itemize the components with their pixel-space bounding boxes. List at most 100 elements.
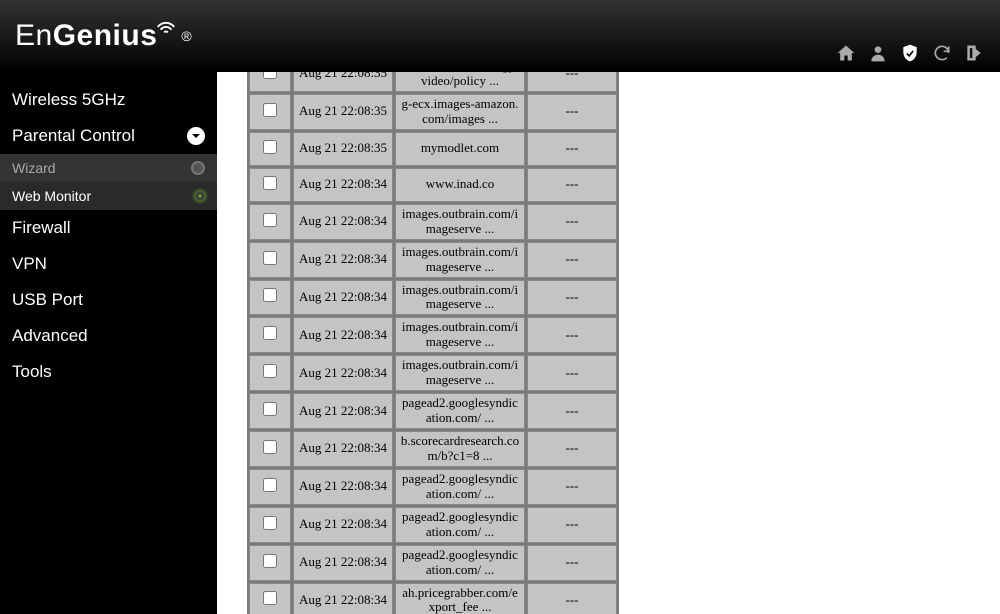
sidebar-item-wireless-5ghz[interactable]: Wireless 5GHz	[0, 82, 217, 118]
content-wrap: Aug 21 22:08:35 www.amazon.com/gp/video/p…	[217, 72, 1000, 614]
header-toolbar	[835, 42, 985, 64]
refresh-icon[interactable]	[931, 42, 953, 64]
row-url: b.scorecardresearch.com/b?c1=8 ...	[395, 431, 525, 467]
row-checkbox[interactable]	[263, 478, 277, 492]
row-time: Aug 21 22:08:35	[293, 132, 393, 166]
table-row: Aug 21 22:08:34b.scorecardresearch.com/b…	[249, 431, 617, 467]
row-time: Aug 21 22:08:34	[293, 583, 393, 614]
sidebar-item-tools[interactable]: Tools	[0, 354, 217, 390]
table-row: Aug 21 22:08:34images.outbrain.com/image…	[249, 355, 617, 391]
row-extra: ---	[527, 507, 617, 543]
row-extra: ---	[527, 317, 617, 353]
row-extra: ---	[527, 204, 617, 240]
row-checkbox[interactable]	[263, 364, 277, 378]
row-checkbox-cell	[249, 469, 291, 505]
row-checkbox[interactable]	[263, 326, 277, 340]
row-checkbox[interactable]	[263, 591, 277, 605]
row-extra: ---	[527, 431, 617, 467]
sidebar-item-web-monitor[interactable]: Web Monitor	[0, 182, 217, 210]
table-row: Aug 21 22:08:35g-ecx.images-amazon.com/i…	[249, 94, 617, 130]
row-checkbox-cell	[249, 168, 291, 202]
row-url: www.amazon.com/gp/video/policy ...	[395, 72, 525, 92]
sidebar-item-vpn[interactable]: VPN	[0, 246, 217, 282]
chevron-down-icon	[187, 127, 205, 145]
row-checkbox-cell	[249, 317, 291, 353]
table-row: Aug 21 22:08:34pagead2.googlesyndication…	[249, 393, 617, 429]
row-extra: ---	[527, 545, 617, 581]
row-checkbox-cell	[249, 132, 291, 166]
row-url: mymodlet.com	[395, 132, 525, 166]
row-checkbox-cell	[249, 72, 291, 92]
row-checkbox[interactable]	[263, 402, 277, 416]
row-time: Aug 21 22:08:34	[293, 393, 393, 429]
row-checkbox-cell	[249, 583, 291, 614]
sidebar-item-label: VPN	[12, 254, 47, 274]
shield-icon[interactable]	[899, 42, 921, 64]
row-extra: ---	[527, 242, 617, 278]
row-time: Aug 21 22:08:34	[293, 242, 393, 278]
row-time: Aug 21 22:08:34	[293, 168, 393, 202]
row-checkbox[interactable]	[263, 251, 277, 265]
sidebar-item-label: Tools	[12, 362, 52, 382]
sidebar-item-label: Wireless 5GHz	[12, 90, 125, 110]
row-url: images.outbrain.com/imageserve ...	[395, 355, 525, 391]
row-time: Aug 21 22:08:34	[293, 317, 393, 353]
row-checkbox[interactable]	[263, 516, 277, 530]
row-checkbox-cell	[249, 280, 291, 316]
row-url: images.outbrain.com/imageserve ...	[395, 280, 525, 316]
radio-icon	[191, 161, 205, 175]
table-row: Aug 21 22:08:35mymodlet.com---	[249, 132, 617, 166]
content-scroll[interactable]: Aug 21 22:08:35 www.amazon.com/gp/video/p…	[217, 72, 1000, 614]
row-url: pagead2.googlesyndication.com/ ...	[395, 393, 525, 429]
main: Wireless 5GHz Parental Control WizardWeb M…	[0, 72, 1000, 614]
row-time: Aug 21 22:08:34	[293, 469, 393, 505]
row-time: Aug 21 22:08:34	[293, 545, 393, 581]
brand-logo: EnGenius ®	[15, 19, 192, 53]
row-checkbox-cell	[249, 204, 291, 240]
row-checkbox-cell	[249, 393, 291, 429]
header: EnGenius ®	[0, 0, 1000, 72]
row-extra: ---	[527, 280, 617, 316]
table-row: Aug 21 22:08:34images.outbrain.com/image…	[249, 280, 617, 316]
sidebar-item-wizard[interactable]: Wizard	[0, 154, 217, 182]
sidebar: Wireless 5GHz Parental Control WizardWeb M…	[0, 72, 217, 614]
row-checkbox[interactable]	[263, 554, 277, 568]
sidebar-item-parental-control[interactable]: Parental Control	[0, 118, 217, 154]
row-checkbox-cell	[249, 545, 291, 581]
row-url: pagead2.googlesyndication.com/ ...	[395, 469, 525, 505]
row-checkbox[interactable]	[263, 140, 277, 154]
table-row: Aug 21 22:08:34images.outbrain.com/image…	[249, 317, 617, 353]
row-checkbox[interactable]	[263, 72, 277, 79]
row-extra: ---	[527, 132, 617, 166]
row-url: ah.pricegrabber.com/export_fee ...	[395, 583, 525, 614]
table-row: Aug 21 22:08:34images.outbrain.com/image…	[249, 204, 617, 240]
row-time: Aug 21 22:08:34	[293, 204, 393, 240]
row-url: images.outbrain.com/imageserve ...	[395, 317, 525, 353]
home-icon[interactable]	[835, 42, 857, 64]
row-checkbox-cell	[249, 94, 291, 130]
sidebar-item-usb-port[interactable]: USB Port	[0, 282, 217, 318]
row-url: pagead2.googlesyndication.com/ ...	[395, 507, 525, 543]
row-time: Aug 21 22:08:34	[293, 280, 393, 316]
table-row: Aug 21 22:08:34pagead2.googlesyndication…	[249, 469, 617, 505]
sidebar-item-firewall[interactable]: Firewall	[0, 210, 217, 246]
sidebar-item-advanced[interactable]: Advanced	[0, 318, 217, 354]
row-extra: ---	[527, 168, 617, 202]
row-extra: ---	[527, 72, 617, 92]
row-checkbox[interactable]	[263, 213, 277, 227]
logout-icon[interactable]	[963, 42, 985, 64]
row-time: Aug 21 22:08:34	[293, 355, 393, 391]
row-url: g-ecx.images-amazon.com/images ...	[395, 94, 525, 130]
row-extra: ---	[527, 355, 617, 391]
table-row: Aug 21 22:08:34www.inad.co---	[249, 168, 617, 202]
user-icon[interactable]	[867, 42, 889, 64]
row-checkbox[interactable]	[263, 103, 277, 117]
row-checkbox[interactable]	[263, 288, 277, 302]
row-checkbox[interactable]	[263, 176, 277, 190]
table-row: Aug 21 22:08:34pagead2.googlesyndication…	[249, 545, 617, 581]
row-checkbox[interactable]	[263, 440, 277, 454]
wifi-icon	[155, 15, 177, 37]
registered-mark: ®	[181, 28, 191, 44]
row-extra: ---	[527, 469, 617, 505]
sidebar-item-label: Parental Control	[12, 126, 135, 146]
